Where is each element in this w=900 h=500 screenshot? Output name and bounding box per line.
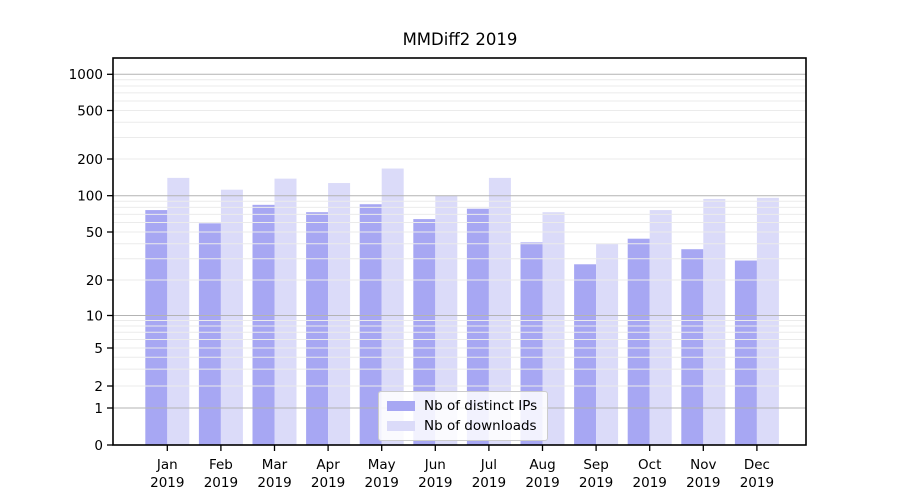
x-tick-label-month: Aug [529, 457, 555, 473]
y-tick-label: 10 [86, 308, 103, 324]
legend-swatch-downloads-icon [387, 421, 415, 431]
bar-downloads-feb [220, 189, 243, 445]
x-tick-label-year: 2019 [740, 475, 774, 491]
bar-downloads-nov [703, 198, 726, 445]
y-tick-label: 100 [77, 189, 103, 205]
x-tick-label-year: 2019 [633, 475, 667, 491]
bar-downloads-sep [596, 243, 619, 445]
y-tick-label: 1000 [69, 67, 103, 83]
bar-distinct-ips-apr [306, 212, 329, 445]
legend: Nb of distinct IPs Nb of downloads [378, 391, 549, 441]
bar-distinct-ips-jan [145, 210, 168, 445]
x-tick-label-year: 2019 [525, 475, 559, 491]
x-tick-label-year: 2019 [257, 475, 291, 491]
x-tick-label-month: Feb [209, 457, 233, 473]
x-tick-label-month: Dec [744, 457, 770, 473]
x-tick-label-month: Mar [262, 457, 288, 473]
bar-downloads-oct [649, 210, 672, 445]
bar-distinct-ips-sep [574, 264, 597, 445]
bar-distinct-ips-feb [198, 223, 221, 445]
bar-distinct-ips-oct [627, 238, 650, 445]
bar-distinct-ips-may [359, 204, 382, 445]
y-tick-label: 20 [86, 273, 103, 289]
x-tick-label-year: 2019 [311, 475, 345, 491]
bar-distinct-ips-nov [681, 249, 704, 445]
chart-title: MMDiff2 2019 [402, 30, 518, 49]
x-tick-label-month: Sep [583, 457, 608, 473]
x-tick-label-month: Apr [316, 457, 340, 473]
legend-item-downloads: Nb of downloads [387, 416, 537, 436]
legend-label-downloads: Nb of downloads [424, 418, 537, 434]
y-tick-label: 2 [94, 379, 103, 395]
y-tick-label: 50 [86, 225, 103, 241]
legend-label-distinct-ips: Nb of distinct IPs [424, 398, 538, 414]
x-tick-label-month: May [368, 457, 396, 473]
x-tick-label-month: Nov [690, 457, 716, 473]
legend-item-distinct-ips: Nb of distinct IPs [387, 396, 537, 416]
bar-downloads-jul [488, 177, 511, 446]
x-tick-label-month: Jan [156, 457, 178, 473]
bar-distinct-ips-mar [252, 204, 275, 445]
x-tick-label-year: 2019 [150, 475, 184, 491]
bar-downloads-jan [167, 177, 190, 446]
y-tick-label: 1 [94, 401, 103, 417]
bar-downloads-mar [274, 178, 297, 445]
legend-swatch-distinct-ips-icon [387, 401, 415, 411]
y-tick-label: 500 [77, 103, 103, 119]
bar-downloads-dec [756, 197, 779, 445]
x-tick-label-year: 2019 [204, 475, 238, 491]
x-tick-label-year: 2019 [365, 475, 399, 491]
bar-distinct-ips-dec [734, 260, 757, 445]
bar-downloads-aug [542, 212, 565, 445]
x-tick-label-year: 2019 [686, 475, 720, 491]
bar-downloads-may [381, 168, 404, 445]
x-tick-label-year: 2019 [472, 475, 506, 491]
y-tick-label: 200 [77, 152, 103, 168]
y-tick-label: 5 [94, 341, 103, 357]
bar-downloads-apr [328, 183, 351, 445]
x-tick-label-month: Oct [638, 457, 661, 473]
x-tick-label-month: Jun [424, 457, 446, 473]
x-tick-label-year: 2019 [579, 475, 613, 491]
plot-border [112, 57, 807, 446]
y-tick-label: 0 [94, 438, 103, 454]
x-tick-label-year: 2019 [418, 475, 452, 491]
x-tick-label-month: Jul [480, 457, 497, 473]
